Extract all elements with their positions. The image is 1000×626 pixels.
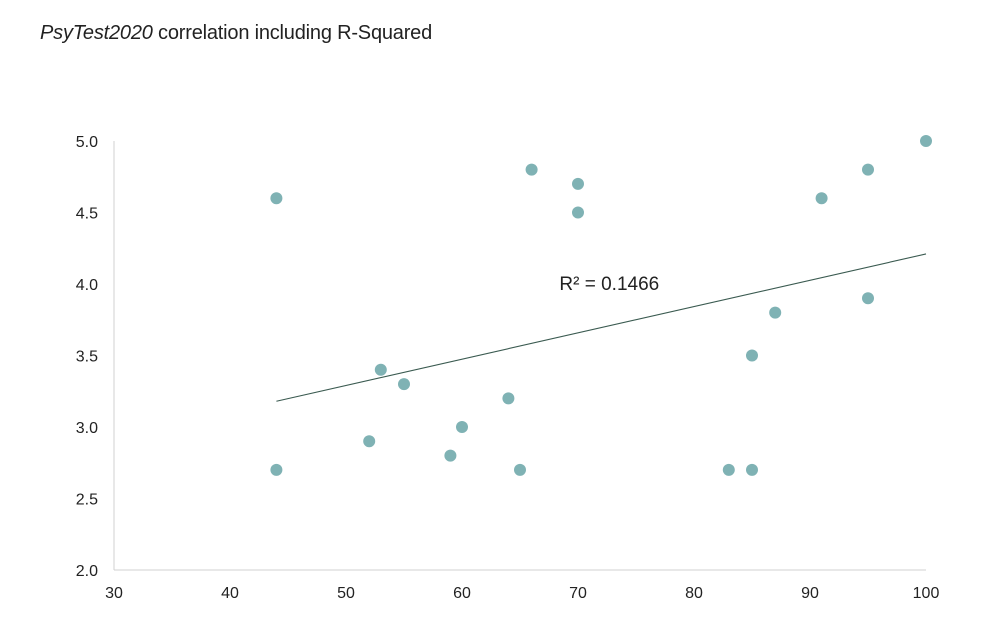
- data-point: [920, 135, 932, 147]
- data-point: [572, 206, 584, 219]
- data-point: [815, 192, 828, 205]
- x-tick-label: 100: [913, 585, 940, 602]
- x-tick-label: 30: [105, 585, 123, 602]
- x-tick-label: 80: [685, 585, 703, 602]
- data-point: [746, 349, 758, 362]
- x-tick-label: 90: [801, 585, 819, 602]
- y-tick-label: 2.5: [76, 492, 98, 509]
- trendline: [276, 253, 927, 402]
- data-point: [363, 435, 376, 448]
- data-point: [769, 306, 782, 319]
- y-tick-label: 3.5: [76, 349, 98, 366]
- axes: [113, 141, 926, 571]
- y-tick-label: 3.0: [76, 420, 98, 437]
- y-tick-label: 5.0: [76, 134, 98, 151]
- data-point: [572, 177, 584, 190]
- data-point: [270, 463, 283, 476]
- data-point: [862, 292, 874, 305]
- tick-labels: 30 40 50 60 70 80 90 100 2.0 2.5 3.0 3.5 4.0 4.5 5.0: [76, 134, 940, 602]
- data-point: [444, 449, 457, 462]
- data-point: [525, 163, 538, 176]
- data-points: [270, 135, 932, 476]
- data-point: [502, 392, 515, 405]
- data-point: [270, 192, 283, 205]
- y-tick-label: 4.5: [76, 206, 98, 223]
- y-tick-label: 4.0: [76, 277, 98, 294]
- data-point: [514, 463, 526, 476]
- data-point: [456, 421, 468, 433]
- x-tick-label: 50: [337, 585, 355, 602]
- x-tick-label: 40: [221, 585, 239, 602]
- x-tick-label: 70: [569, 585, 587, 602]
- chart-title: PsyTest2020 correlation including R-Squa…: [40, 22, 432, 45]
- x-tick-label: 60: [453, 585, 471, 602]
- data-point: [862, 163, 874, 176]
- data-point: [722, 463, 735, 476]
- data-point: [374, 363, 387, 376]
- chart-title-italic: PsyTest2020: [40, 22, 153, 44]
- annotation-group: R² = 0.1466: [559, 274, 659, 295]
- trendline-group: [276, 253, 927, 402]
- data-point: [746, 463, 758, 476]
- y-tick-label: 2.0: [76, 563, 98, 580]
- data-point: [398, 378, 410, 391]
- r-squared-label: R² = 0.1466: [559, 274, 659, 295]
- chart-title-rest: correlation including R-Squared: [152, 22, 433, 44]
